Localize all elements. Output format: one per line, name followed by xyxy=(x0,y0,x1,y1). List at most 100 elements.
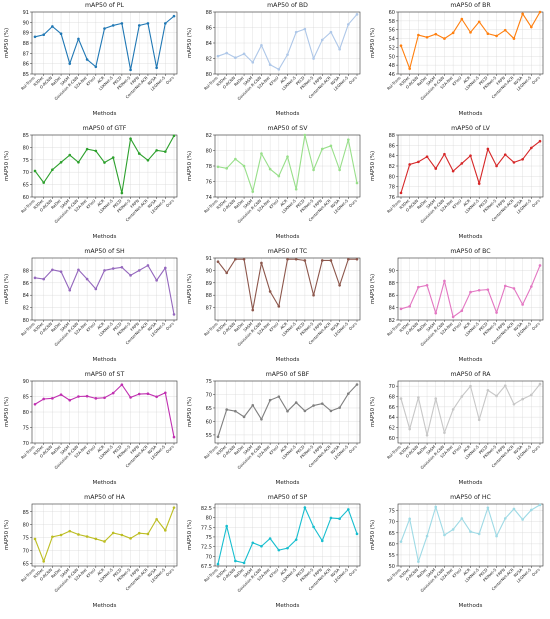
data-point xyxy=(312,293,315,297)
y-tick-label: 77.5 xyxy=(201,525,212,531)
data-point xyxy=(512,507,516,511)
data-point xyxy=(495,394,498,398)
data-point xyxy=(460,517,464,520)
x-tick-label: KFIoU xyxy=(268,198,280,210)
y-tick-label: 82 xyxy=(389,318,395,324)
y-tick-label: 72.5 xyxy=(201,545,212,551)
x-tick-label: FRPN xyxy=(312,75,323,86)
y-tick-label: 76 xyxy=(389,195,395,201)
subplot-title: mAP50 of LV xyxy=(451,125,491,132)
x-tick-label: RVSA xyxy=(146,321,157,332)
data-point xyxy=(172,435,176,439)
y-tick-label: 87 xyxy=(23,51,29,57)
data-point xyxy=(417,396,420,399)
x-tick-label: ACR xyxy=(96,444,105,453)
x-tick-label: RVSA xyxy=(512,198,523,209)
data-point xyxy=(268,290,272,293)
data-point xyxy=(521,397,524,401)
subplot-lv: mAP50 of LV76788082848688RoI-TransR3DetO… xyxy=(370,125,544,240)
subplot-title: mAP50 of ST xyxy=(85,371,125,378)
data-point xyxy=(495,534,498,538)
subplot-title: mAP50 of TC xyxy=(268,248,308,255)
data-point xyxy=(355,383,359,386)
subplot-bc: mAP50 of BC8284868890RoI-TransR3DetO-RCN… xyxy=(370,248,544,363)
y-tick-label: 85 xyxy=(23,510,29,516)
data-point xyxy=(129,396,132,399)
data-point xyxy=(443,152,446,156)
y-tick-label: 89 xyxy=(206,281,212,287)
y-tick-label: 91 xyxy=(206,256,212,262)
y-tick-label: 46 xyxy=(389,72,395,78)
x-tick-label: SASM xyxy=(59,75,70,86)
subplot-title: mAP50 of BR xyxy=(450,2,491,9)
data-point xyxy=(399,191,403,195)
data-point xyxy=(85,394,89,398)
data-point xyxy=(234,257,237,261)
data-point xyxy=(33,35,37,39)
data-point xyxy=(512,287,516,290)
subplot-st: mAP50 of ST7075808590RoI-TransR3DetO-RCN… xyxy=(4,371,178,486)
y-tick-label: 84 xyxy=(23,293,29,299)
x-tick-label: Ours xyxy=(531,567,541,577)
subplot-ha: mAP50 of HA6570758085RoI-TransR3DetO-RCN… xyxy=(4,494,178,609)
x-tick-label: KFIoU xyxy=(451,198,463,210)
data-point xyxy=(164,266,167,270)
data-point xyxy=(434,397,438,400)
x-tick-label: Ours xyxy=(348,444,358,454)
data-point xyxy=(312,404,315,407)
data-point xyxy=(486,288,490,291)
data-point xyxy=(408,305,411,308)
y-tick-label: 65 xyxy=(23,561,29,567)
data-point xyxy=(503,517,507,520)
x-axis-label: Methods xyxy=(459,480,483,486)
data-point xyxy=(417,560,420,563)
data-point xyxy=(408,517,411,521)
data-point xyxy=(103,396,106,400)
data-point xyxy=(146,392,150,396)
data-point xyxy=(111,391,115,395)
data-point xyxy=(495,311,498,314)
x-tick-label: FRPN xyxy=(129,444,140,455)
x-tick-label: KFIoU xyxy=(85,444,97,456)
y-axis-label: mAP50 (%) xyxy=(187,397,193,427)
x-tick-label: Ours xyxy=(348,75,358,85)
y-tick-label: 88 xyxy=(389,133,395,139)
y-tick-label: 50 xyxy=(389,54,395,60)
data-point xyxy=(303,506,307,509)
data-point xyxy=(486,389,490,392)
subplot-hc: mAP50 of HC505560657075RoI-TransR3DetO-R… xyxy=(370,494,544,609)
data-point xyxy=(216,165,220,169)
data-point xyxy=(251,190,255,193)
data-point xyxy=(85,147,89,151)
x-axis-label: Methods xyxy=(276,357,300,363)
data-point xyxy=(164,150,167,153)
data-point xyxy=(216,54,220,58)
y-tick-label: 58 xyxy=(389,19,395,25)
data-point xyxy=(234,409,237,413)
subplot-title: mAP50 of RA xyxy=(450,371,491,378)
x-tick-label: KFIoU xyxy=(451,321,463,333)
x-tick-label: SASM xyxy=(59,321,70,332)
x-tick-label: SASM xyxy=(242,321,253,332)
data-point xyxy=(225,524,228,528)
data-point xyxy=(120,191,124,195)
y-tick-label: 48 xyxy=(389,63,395,69)
data-point xyxy=(94,397,98,400)
y-tick-label: 86 xyxy=(389,143,395,149)
data-point xyxy=(399,397,403,400)
y-tick-label: 70 xyxy=(206,392,212,398)
subplot-gtf: mAP50 of GTF606570758085RoI-TransR3DetO-… xyxy=(4,125,178,240)
y-tick-label: 78 xyxy=(206,164,212,170)
x-tick-label: ACR xyxy=(462,444,471,453)
y-axis-label: mAP50 (%) xyxy=(370,520,376,550)
y-tick-label: 75 xyxy=(23,158,29,164)
data-point xyxy=(303,27,307,31)
y-tick-label: 86 xyxy=(389,293,395,299)
subplot-title: mAP50 of SV xyxy=(268,125,309,132)
data-point xyxy=(399,307,403,311)
y-tick-label: 84 xyxy=(389,306,395,312)
y-tick-label: 60 xyxy=(206,419,212,425)
data-point xyxy=(172,134,176,138)
x-axis-label: Methods xyxy=(93,111,117,117)
data-point xyxy=(469,154,472,157)
